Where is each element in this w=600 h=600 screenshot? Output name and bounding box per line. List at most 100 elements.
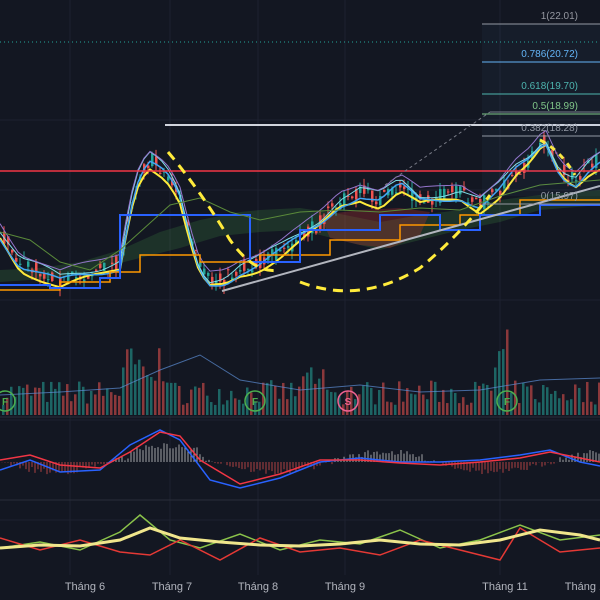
volume-bar [6, 397, 9, 415]
volume-bar [570, 399, 573, 415]
volume-bar [26, 384, 29, 415]
volume-bar [302, 376, 305, 415]
volume-bar [318, 378, 321, 415]
candle-body [487, 201, 490, 203]
volume-bar [586, 381, 589, 415]
volume-bar [166, 382, 169, 415]
candle-body [575, 180, 578, 182]
candle-body [7, 236, 10, 245]
volume-pane [0, 329, 600, 415]
candle-body [211, 276, 214, 284]
candle-body [407, 188, 410, 190]
volume-bar [294, 396, 297, 415]
fibonacci-retracement[interactable]: 1(22.01) 0.786(20.72) 0.618(19.70) 0.5(18.9… [482, 11, 600, 205]
x-tick-label: Tháng 6 [65, 581, 105, 593]
x-tick-label: Tháng 8 [238, 581, 278, 593]
volume-bar [522, 382, 525, 415]
candle-body [295, 239, 298, 244]
candle-body [359, 186, 362, 194]
drawings-layer [0, 111, 600, 293]
candle-body [443, 188, 446, 199]
volume-bar [562, 394, 565, 415]
x-tick-label: Tháng 7 [152, 581, 192, 593]
fib-label: 0(15.97) [541, 191, 578, 202]
volume-bar [282, 382, 285, 415]
candle-body [519, 173, 522, 175]
volume-bar [398, 381, 401, 415]
volume-bar [278, 398, 281, 415]
candle-body [315, 230, 318, 234]
candle-body [355, 188, 358, 200]
candle-body [35, 262, 38, 273]
volume-bar [74, 394, 77, 415]
volume-bar [322, 369, 325, 415]
volume-bar [454, 392, 457, 415]
event-marker-label: F [504, 397, 510, 408]
candle-body [463, 186, 466, 191]
volume-bar [258, 401, 261, 415]
volume-bar [198, 387, 201, 415]
volume-bar [542, 384, 545, 415]
candle-body [351, 196, 354, 199]
candle-body [251, 270, 254, 273]
volume-bar [46, 401, 49, 415]
volume-bar [466, 404, 469, 415]
volume-bar [38, 387, 41, 415]
volume-bar [414, 394, 417, 415]
candle-body [87, 275, 90, 279]
fib-label: 0.5(18.99) [532, 101, 578, 112]
volume-bar [506, 329, 509, 415]
candle-body [379, 196, 382, 206]
volume-bar [118, 395, 121, 415]
volume-bar [526, 386, 529, 415]
volume-bar [162, 381, 165, 415]
cup-curve [299, 194, 492, 293]
volume-bar [358, 394, 361, 415]
candle-body [103, 262, 106, 272]
volume-bar [142, 366, 145, 415]
candle-body [451, 185, 454, 193]
volume-bar [566, 400, 569, 415]
volume-bar [34, 387, 37, 415]
fib-label: 0.786(20.72) [521, 49, 578, 60]
pattern-curve-left [166, 151, 281, 273]
volume-bar [90, 390, 93, 415]
volume-bar [238, 399, 241, 415]
ichimoku-cloud [0, 190, 600, 282]
candle-body [303, 231, 306, 239]
candle-body [283, 247, 286, 249]
candle-body [95, 269, 98, 272]
volume-bar [470, 402, 473, 415]
volume-bar [510, 392, 513, 415]
signal-line [0, 431, 600, 485]
candle-body [195, 250, 198, 252]
volume-bar [422, 394, 425, 415]
volume-bar [486, 384, 489, 415]
x-axis: Tháng 6 Tháng 7 Tháng 8 Tháng 9 Tháng 11 Thán… [65, 581, 600, 593]
candle-body [343, 193, 346, 206]
volume-bar [330, 391, 333, 415]
ma-purple-line [0, 129, 600, 272]
volume-bar [590, 401, 593, 415]
volume-bar [546, 387, 549, 415]
volume-bar [218, 389, 221, 415]
candle-body [411, 189, 414, 201]
volume-bar [134, 364, 137, 415]
x-tick-label: Tháng 9 [325, 581, 365, 593]
volume-bar [518, 403, 521, 415]
candle-body [395, 192, 398, 194]
candle-body [231, 277, 234, 281]
volume-bar [178, 385, 181, 415]
volume-bar [246, 387, 249, 415]
volume-bar [186, 403, 189, 415]
volume-bar [394, 404, 397, 415]
candle-body [163, 170, 166, 173]
volume-bar [158, 348, 161, 415]
candle-body [167, 176, 170, 181]
candle-body [399, 183, 402, 188]
volume-bar [146, 375, 149, 415]
volume-bar [430, 380, 433, 415]
event-marker [244, 390, 266, 412]
